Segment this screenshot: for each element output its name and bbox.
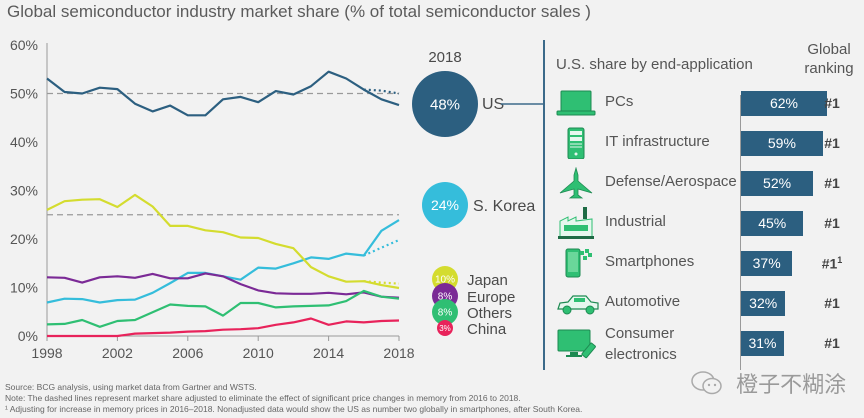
series-line-china [47, 317, 400, 338]
bubble-value-china: 3% [439, 324, 451, 333]
dashed-line-note: Note: The dashed lines represent market … [5, 393, 521, 403]
x-tick-label: 2018 [383, 345, 414, 361]
smartphone-icon [556, 247, 596, 279]
series-line-europe [46, 272, 400, 299]
x-tick-label: 2006 [172, 345, 203, 361]
application-row: Smartphones 37% #11 [544, 243, 864, 283]
application-row: PCs 62% #1 [544, 83, 864, 123]
bubbles-year-header: 2018 [428, 49, 461, 66]
watermark-text: 橙子不糊涂 [736, 372, 847, 397]
application-label: PCs [605, 93, 634, 110]
x-tick-label: 1998 [31, 345, 62, 361]
application-row: IT infrastructure 59% #1 [544, 123, 864, 163]
y-tick-label: 30% [10, 183, 38, 199]
share-bar: 31% [741, 331, 784, 356]
bubble-value-s-korea: 24% [431, 197, 459, 213]
bubble-label-us: US [482, 96, 504, 113]
global-rank: #1 [824, 215, 840, 231]
bubble-value-europe: 8% [438, 292, 453, 303]
bubble-china [437, 320, 453, 336]
bubble-label-europe: Europe [467, 289, 515, 306]
share-bar: 37% [741, 251, 793, 276]
us-share-title: U.S. share by end-application [556, 56, 753, 73]
y-tick-label: 40% [10, 134, 38, 150]
application-row: Automotive 32% #1 [544, 283, 864, 323]
x-tick-label: 2014 [313, 345, 344, 361]
server-icon [556, 127, 596, 160]
tv-icon [556, 327, 596, 359]
global-rank: #1 [824, 175, 840, 191]
factory-icon [556, 207, 596, 239]
global-rank: #11 [821, 255, 843, 272]
share-bar: 45% [741, 211, 804, 236]
application-row: Industrial 45% #1 [544, 203, 864, 243]
laptop-icon [556, 87, 596, 119]
series-lines [46, 70, 400, 338]
panel-divider [543, 40, 545, 370]
global-rank: #1 [824, 335, 840, 351]
application-label: Defense/Aerospace [605, 173, 737, 190]
application-row: Defense/Aerospace 52% #1 [544, 163, 864, 203]
series-line-others [46, 289, 400, 328]
footnotes: Source: BCG analysis, using market data … [5, 382, 582, 415]
chart-title: Global semiconductor industry market sha… [7, 2, 591, 21]
global-rank: #1 [824, 95, 840, 111]
series-line-us [46, 70, 400, 117]
application-label: Consumer electronics [605, 325, 677, 363]
bubble-value-us: 48% [430, 96, 460, 113]
share-bar: 32% [741, 291, 786, 316]
application-label: IT infrastructure [605, 133, 710, 150]
bubble-value-japan: 10% [435, 275, 455, 286]
bubble-label-china: China [467, 321, 507, 338]
car-icon [556, 287, 599, 319]
global-rank: #1 [824, 295, 840, 311]
y-tick-label: 0% [18, 328, 38, 344]
bubble-value-others: 8% [438, 308, 453, 319]
bubble-label-others: Others [467, 305, 512, 322]
share-bar: 62% [741, 91, 827, 116]
bubble-us [412, 71, 478, 137]
adjusted-line-s-korea [363, 238, 400, 257]
y-tick-label: 60% [10, 37, 38, 53]
bubbles-2018: 2018 48% US 24% S. Korea 10% Japan 8% Europe 8% Ot… [412, 49, 544, 338]
share-bar: 59% [741, 131, 823, 156]
source-note: Source: BCG analysis, using market data … [5, 382, 257, 392]
x-tick-label: 2010 [243, 345, 274, 361]
application-label: Industrial [605, 213, 666, 230]
axes: 0% 10% 20% 30% 40% 50% 60% 1998 2002 2006 2010 2014… [10, 37, 415, 361]
airplane-icon [556, 166, 596, 199]
application-row: Consumer electronics 31% #1 [544, 323, 864, 363]
bubble-others [432, 299, 458, 325]
footnote-marker: 1 [837, 255, 843, 265]
footnote-1: ¹ Adjusting for increase in memory price… [5, 404, 583, 414]
share-bar: 52% [741, 171, 814, 196]
bubble-label-s-korea: S. Korea [473, 198, 535, 215]
y-tick-label: 20% [10, 231, 38, 247]
bar-axis-line [740, 95, 741, 370]
application-label: Smartphones [605, 253, 695, 270]
global-rank: #1 [824, 135, 840, 151]
bubble-s-korea [422, 182, 468, 228]
wechat-icon [690, 370, 724, 402]
y-tick-label: 50% [10, 86, 38, 102]
watermark: 橙子不糊涂 [690, 367, 846, 402]
y-tick-label: 10% [10, 280, 38, 296]
us-share-panel: U.S. share by end-application Global ran… [544, 40, 864, 370]
series-line-japan [46, 193, 400, 290]
reference-lines [47, 92, 399, 216]
x-tick-label: 2002 [102, 345, 133, 361]
application-label: Automotive [605, 293, 681, 310]
adjusted-line-japan [363, 280, 400, 285]
ranking-header: Global ranking [804, 41, 854, 77]
adjusted-line-us [363, 88, 400, 95]
bubble-label-japan: Japan [467, 272, 508, 289]
